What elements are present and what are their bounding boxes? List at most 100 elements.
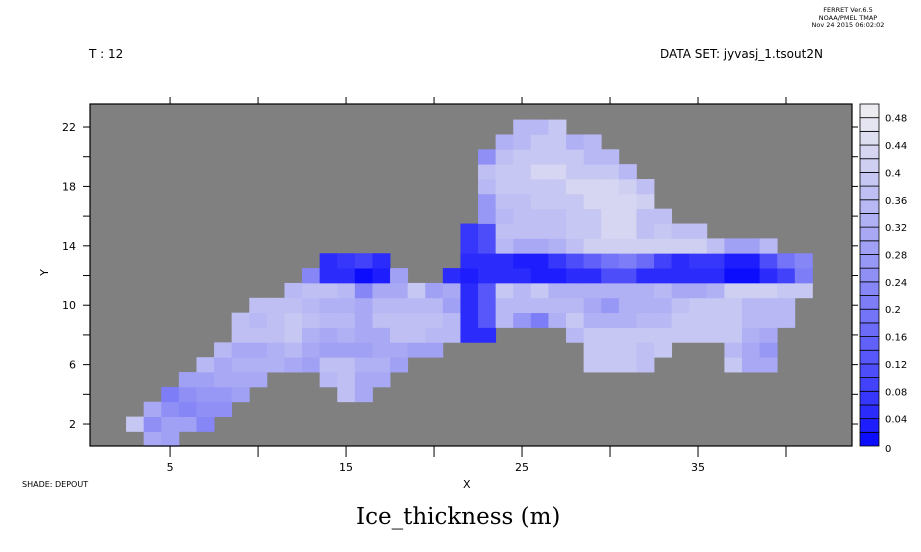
heatmap-cell bbox=[601, 297, 620, 314]
heatmap-cell bbox=[618, 178, 637, 195]
heatmap-cell bbox=[601, 238, 620, 254]
heatmap-cell bbox=[548, 164, 567, 180]
heatmap-cell bbox=[566, 208, 585, 224]
heatmap-cell bbox=[601, 164, 620, 180]
heatmap-cell bbox=[636, 223, 655, 239]
heatmap-cell bbox=[777, 282, 796, 299]
heatmap-cell bbox=[530, 282, 549, 299]
ferret-version: FERRET Ver.6.5 bbox=[823, 6, 873, 14]
heatmap-cell bbox=[266, 297, 285, 314]
heatmap-cell bbox=[583, 297, 602, 314]
heatmap-cell bbox=[706, 253, 725, 269]
heatmap-cell bbox=[372, 282, 391, 299]
heatmap-cell bbox=[390, 342, 409, 358]
heatmap-cell bbox=[161, 401, 180, 417]
heatmap-cell bbox=[460, 297, 479, 314]
heatmap-cell bbox=[548, 282, 567, 299]
heatmap-cell bbox=[495, 238, 514, 254]
heatmap-cell bbox=[143, 401, 162, 417]
heatmap-cell bbox=[319, 372, 338, 388]
heatmap-cell bbox=[583, 193, 602, 210]
heatmap-cell bbox=[390, 297, 409, 314]
heatmap-cell bbox=[442, 327, 461, 343]
heatmap-cell bbox=[354, 372, 373, 388]
heatmap-cell bbox=[530, 164, 549, 180]
heatmap-cell bbox=[425, 297, 444, 314]
heatmap-cell bbox=[548, 238, 567, 254]
heatmap-cell bbox=[759, 253, 778, 269]
heatmap-cell bbox=[478, 297, 497, 314]
heatmap-cell bbox=[266, 327, 285, 343]
heatmap-cell bbox=[742, 297, 761, 314]
heatmap-cell bbox=[566, 268, 585, 284]
heatmap-cell bbox=[530, 134, 549, 150]
heatmap-cell bbox=[794, 282, 813, 299]
heatmap-cell bbox=[583, 223, 602, 239]
heatmap-cell bbox=[513, 223, 532, 239]
heatmap-cell bbox=[513, 178, 532, 195]
shade-label: SHADE: DEPOUT bbox=[22, 480, 89, 489]
heatmap-cell bbox=[777, 297, 796, 314]
colorbar-swatch bbox=[859, 363, 880, 379]
heatmap-cell bbox=[478, 149, 497, 165]
heatmap-cell bbox=[407, 327, 426, 343]
heatmap-cell bbox=[706, 282, 725, 299]
heatmap-cell bbox=[566, 178, 585, 195]
heatmap-cell bbox=[530, 312, 549, 328]
heatmap-cell bbox=[442, 282, 461, 299]
heatmap-cell bbox=[530, 178, 549, 195]
colorbar-swatch bbox=[859, 295, 880, 310]
heatmap-cell bbox=[231, 357, 250, 373]
heatmap-cell bbox=[742, 312, 761, 328]
heatmap-cell bbox=[302, 357, 321, 373]
heatmap-cell bbox=[583, 238, 602, 254]
heatmap-cell bbox=[319, 297, 338, 314]
colorbar-label: 0.4 bbox=[885, 168, 901, 179]
heatmap-cell bbox=[654, 223, 673, 239]
heatmap-cell bbox=[249, 342, 268, 358]
heatmap-cell bbox=[478, 164, 497, 180]
heatmap-cell bbox=[425, 342, 444, 358]
heatmap-cell bbox=[495, 312, 514, 328]
heatmap-cell bbox=[354, 312, 373, 328]
heatmap-cell bbox=[460, 253, 479, 269]
heatmap-cell bbox=[354, 327, 373, 343]
heatmap-cell bbox=[214, 386, 233, 403]
heatmap-cell bbox=[302, 312, 321, 328]
heatmap-cell bbox=[548, 223, 567, 239]
x-tick-label: 15 bbox=[339, 461, 353, 474]
heatmap-cell bbox=[337, 372, 356, 388]
heatmap-cell bbox=[566, 282, 585, 299]
heatmap-cell bbox=[196, 401, 215, 417]
heatmap-cell bbox=[618, 268, 637, 284]
heatmap-cell bbox=[178, 401, 197, 417]
heatmap-cell bbox=[601, 253, 620, 269]
heatmap-cell bbox=[407, 282, 426, 299]
colorbar-swatch bbox=[859, 240, 880, 255]
heatmap-cell bbox=[742, 342, 761, 358]
heatmap-cell bbox=[442, 297, 461, 314]
heatmap-cell bbox=[583, 164, 602, 180]
heatmap-cell bbox=[689, 312, 708, 328]
colorbar-swatch bbox=[859, 144, 880, 160]
colorbar-label: 0.48 bbox=[885, 114, 907, 125]
heatmap-cell bbox=[548, 119, 567, 135]
colorbar-swatch bbox=[859, 130, 880, 146]
heatmap-cell bbox=[460, 268, 479, 284]
heatmap-cell bbox=[706, 238, 725, 254]
heatmap-cell bbox=[548, 134, 567, 150]
heatmap-cell bbox=[654, 268, 673, 284]
heatmap-cell bbox=[337, 327, 356, 343]
heatmap-cell bbox=[654, 297, 673, 314]
heatmap-cell bbox=[354, 357, 373, 373]
heatmap-cell bbox=[302, 297, 321, 314]
heatmap-cell bbox=[583, 253, 602, 269]
heatmap-cell bbox=[636, 253, 655, 269]
y-tick-label: 18 bbox=[62, 180, 76, 193]
heatmap-cell bbox=[284, 297, 303, 314]
heatmap-cell bbox=[636, 208, 655, 224]
heatmap-cell bbox=[284, 312, 303, 328]
heatmap-cell bbox=[759, 312, 778, 328]
colorbar-swatch bbox=[859, 117, 880, 132]
heatmap-cell bbox=[266, 342, 285, 358]
